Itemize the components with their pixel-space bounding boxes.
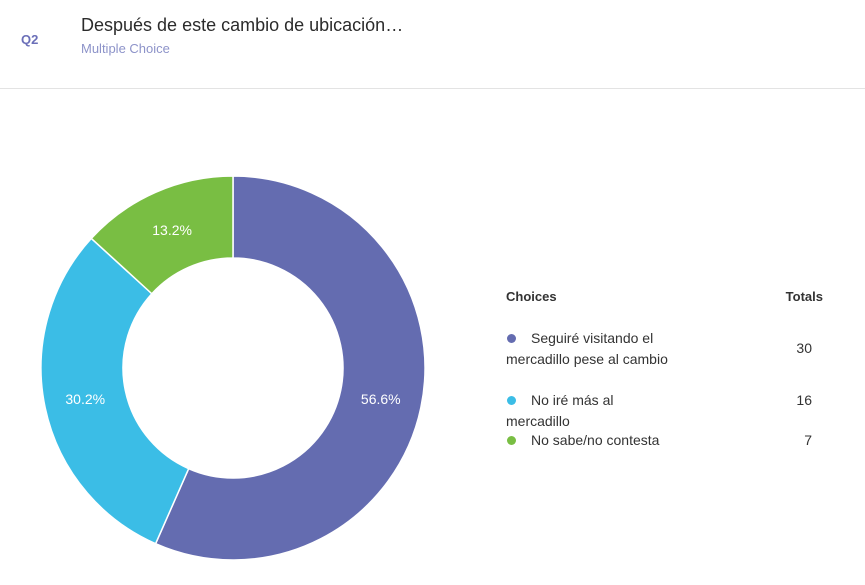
legend-total: 7 bbox=[804, 432, 812, 448]
donut-slice bbox=[154, 175, 426, 561]
donut-chart: 56.6% 30.2% 13.2% bbox=[40, 175, 426, 561]
choices-header: Choices bbox=[506, 289, 557, 304]
donut-slice bbox=[90, 175, 234, 295]
slice-percent-label: 56.6% bbox=[361, 391, 401, 407]
slice-percent-label: 13.2% bbox=[152, 222, 192, 238]
legend-header: Choices Totals bbox=[506, 289, 836, 309]
question-number: Q2 bbox=[21, 32, 39, 47]
legend-label: No iré más al mercadillo bbox=[506, 392, 614, 429]
question-type: Multiple Choice bbox=[81, 41, 170, 56]
totals-header: Totals bbox=[785, 289, 823, 304]
legend-total: 16 bbox=[796, 392, 812, 408]
question-title: Después de este cambio de ubicación… bbox=[81, 15, 404, 35]
slice-percent-label: 30.2% bbox=[65, 391, 105, 407]
legend-dot bbox=[507, 396, 516, 405]
legend-dot bbox=[507, 334, 516, 343]
legend-dot bbox=[507, 436, 516, 445]
legend-label: Seguiré visitando el mercadillo pese al … bbox=[506, 330, 668, 367]
legend-table: Choices Totals Seguiré visitando el merc… bbox=[506, 289, 836, 448]
donut-slice bbox=[40, 237, 190, 545]
legend-label: No sabe/no contesta bbox=[531, 432, 660, 448]
legend-total: 30 bbox=[796, 340, 812, 356]
question-header: Q2 Después de este cambio de ubicación… … bbox=[0, 0, 865, 89]
